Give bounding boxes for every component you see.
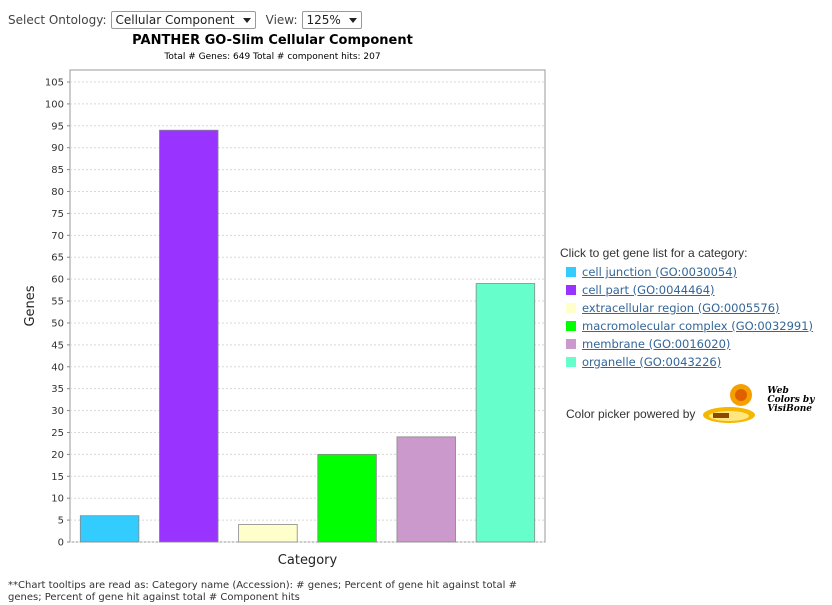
plot-area [69,69,546,543]
legend-swatch [566,267,576,277]
legend-item[interactable]: organelle (GO:0043226) [566,355,813,369]
legend-swatch [566,303,576,313]
legend-link-cell-part[interactable]: cell part (GO:0044464) [582,283,715,297]
legend-link-membrane[interactable]: membrane (GO:0016020) [582,337,731,351]
y-tick-label: 75 [51,209,64,220]
legend-item[interactable]: macromolecular complex (GO:0032991) [566,319,813,333]
legend-swatch [566,357,576,367]
category-legend: Click to get gene list for a category: c… [560,246,813,373]
visibone-logo-icon [703,384,756,423]
y-tick-label: 95 [51,121,64,132]
y-tick-label: 30 [51,406,64,417]
y-tick-label: 45 [51,340,64,351]
y-tick-label: 65 [51,253,64,264]
bar[interactable] [159,129,219,543]
visibone-logo-text: Web Colors by VisiBone [767,386,815,414]
y-tick-label: 80 [51,187,64,198]
visibone-logo[interactable]: Web Colors by VisiBone [699,383,814,427]
y-tick-label: 90 [51,143,64,154]
bar-chart: 0 5 10 15 20 25 30 35 40 45 50 55 60 65 70 75 80 85 90 95 10… [23,69,546,568]
toolbar: Select Ontology: Cellular Component View… [8,11,372,29]
legend-link-cell-junction[interactable]: cell junction (GO:0030054) [582,265,738,279]
legend-swatch [566,285,576,295]
legend-swatch [566,339,576,349]
legend-item[interactable]: extracellular region (GO:0005576) [566,301,813,315]
y-tick-label: 15 [51,472,64,483]
y-tick-label: 100 [45,99,64,110]
y-tick-label: 55 [51,297,64,308]
bar[interactable] [396,436,456,543]
legend-link-macromolecular-complex[interactable]: macromolecular complex (GO:0032991) [582,319,814,333]
y-tick-label: 0 [58,538,64,549]
chevron-down-icon [348,17,357,23]
bar[interactable] [238,524,298,543]
y-tick-label: 50 [51,318,64,329]
bar[interactable] [79,515,140,543]
ontology-select[interactable]: Cellular Component [110,11,256,29]
chart-subtitle: Total # Genes: 649 Total # component hit… [164,52,381,62]
y-tick-label: 5 [58,516,64,527]
y-tick-label: 40 [51,362,64,373]
ontology-select-value: Cellular Component [115,13,235,27]
legend-heading: Click to get gene list for a category: [560,246,748,260]
view-label: View: [265,13,298,27]
legend-item[interactable]: membrane (GO:0016020) [566,337,813,351]
bar[interactable] [475,283,536,543]
y-tick-label: 25 [51,428,64,439]
y-axis-label: Genes [23,285,38,326]
ontology-label: Select Ontology: [8,13,107,27]
x-axis-label: Category [278,553,338,568]
legend-item[interactable]: cell part (GO:0044464) [566,283,813,297]
y-tick-label: 35 [51,384,64,395]
chevron-down-icon [242,17,251,23]
legend-swatch [566,321,576,331]
legend-item[interactable]: cell junction (GO:0030054) [566,265,813,279]
y-tick-label: 85 [51,165,64,176]
color-picker-credit: Color picker powered by Web Colors by Vi… [566,383,814,427]
view-select-value: 125% [306,13,341,27]
legend-link-organelle[interactable]: organelle (GO:0043226) [582,355,722,369]
chart-footnote: **Chart tooltips are read as: Category n… [8,580,517,603]
y-tick-label: 105 [45,78,64,89]
y-tick-label: 60 [51,275,64,286]
view-select[interactable]: 125% [301,11,362,29]
y-tick-label: 10 [51,494,64,505]
powered-by-text: Color picker powered by [566,407,696,421]
chart-title: PANTHER GO-Slim Cellular Component [132,33,413,48]
bar[interactable] [317,453,377,543]
legend-link-extracellular-region[interactable]: extracellular region (GO:0005576) [582,301,780,315]
y-tick-label: 20 [51,450,64,461]
y-tick-label: 70 [51,231,64,242]
